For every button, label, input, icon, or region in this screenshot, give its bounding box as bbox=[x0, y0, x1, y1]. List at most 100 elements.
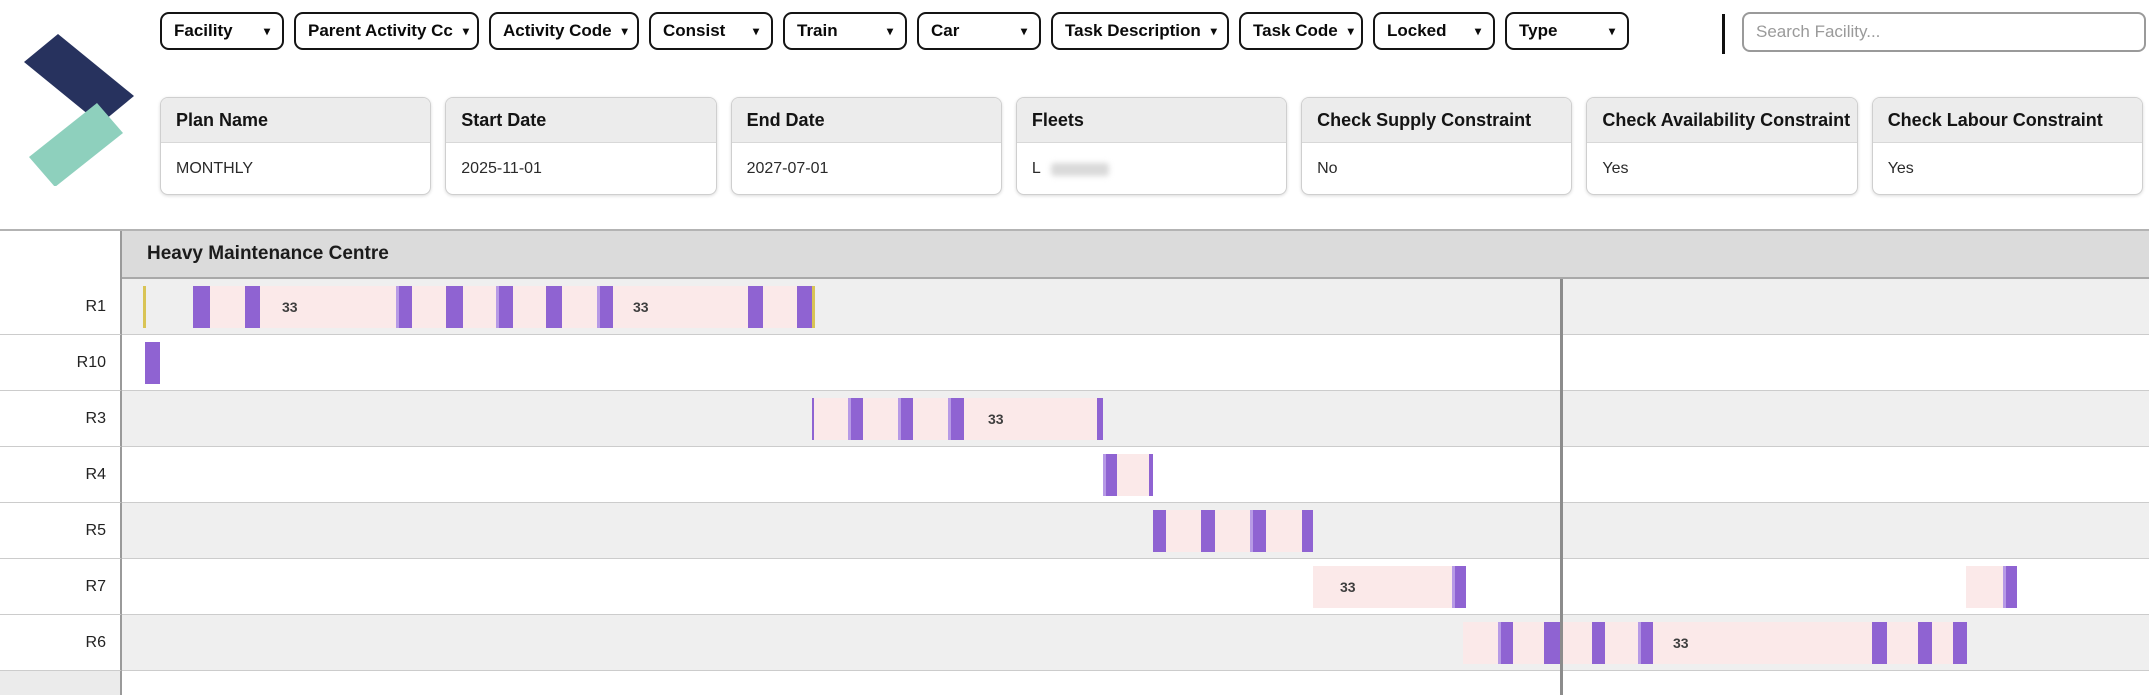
task-bar[interactable] bbox=[1250, 510, 1266, 552]
row-timeline bbox=[122, 447, 2149, 503]
filter-dropdown-label: Locked bbox=[1387, 21, 1447, 40]
task-bar[interactable] bbox=[797, 286, 812, 328]
milestone-marker bbox=[812, 286, 815, 328]
card-title: Plan Name bbox=[161, 98, 431, 143]
filter-bar: Facility ▾ Parent Activity Cc ▾ Activity Cod… bbox=[0, 12, 2149, 56]
task-bar-thin[interactable] bbox=[1097, 398, 1103, 440]
task-range-band[interactable] bbox=[1153, 510, 1313, 552]
card-title: Check Availability Constraint bbox=[1587, 98, 1857, 143]
card-check-supply-constraint: Check Supply Constraint No bbox=[1301, 97, 1573, 195]
row-timeline: 33 33 bbox=[122, 279, 2149, 335]
filter-dropdown-car[interactable]: Car ▾ bbox=[917, 12, 1041, 50]
card-end-date: End Date 2027-07-01 bbox=[730, 97, 1002, 195]
task-bar[interactable] bbox=[1918, 622, 1932, 664]
filter-dropdown-label: Type bbox=[1519, 21, 1558, 40]
card-check-labour-constraint: Check Labour Constraint Yes bbox=[1871, 97, 2143, 195]
task-bar[interactable] bbox=[1498, 622, 1513, 664]
task-count-label: 33 bbox=[633, 298, 649, 315]
gantt-row-r10: R10 bbox=[0, 335, 2149, 391]
card-value: 2025-11-01 bbox=[461, 160, 542, 177]
task-bar[interactable] bbox=[1153, 510, 1166, 552]
task-bar[interactable] bbox=[245, 286, 260, 328]
search-wrap bbox=[1742, 12, 2146, 52]
card-value: Yes bbox=[1887, 160, 1914, 177]
task-bar[interactable] bbox=[193, 286, 210, 328]
chevron-down-icon: ▾ bbox=[886, 24, 893, 38]
task-count-label: 33 bbox=[1673, 634, 1689, 651]
filter-dropdown-activity-code[interactable]: Activity Code ▾ bbox=[489, 12, 639, 50]
row-label: R5 bbox=[0, 503, 122, 559]
filter-dropdown-locked[interactable]: Locked ▾ bbox=[1373, 12, 1495, 50]
task-bar-thin[interactable] bbox=[1149, 454, 1153, 496]
chevron-down-icon: ▾ bbox=[263, 24, 270, 38]
gantt-row-r4: R4 bbox=[0, 447, 2149, 503]
filter-dropdown-label: Train bbox=[797, 21, 838, 40]
task-bar[interactable] bbox=[446, 286, 463, 328]
filter-dropdown-consist[interactable]: Consist ▾ bbox=[649, 12, 773, 50]
task-bar[interactable] bbox=[145, 342, 160, 384]
task-bar[interactable] bbox=[848, 398, 863, 440]
task-range-band[interactable] bbox=[1313, 566, 1465, 608]
gantt-row-r5: R5 bbox=[0, 503, 2149, 559]
chevron-down-icon: ▾ bbox=[462, 24, 469, 38]
task-count-label: 33 bbox=[282, 298, 298, 315]
filter-dropdown-facility[interactable]: Facility ▾ bbox=[160, 12, 284, 50]
logo-mint-shape bbox=[29, 103, 123, 186]
task-bar[interactable] bbox=[597, 286, 613, 328]
redacted-text bbox=[1050, 162, 1109, 176]
gantt-label-column-header bbox=[0, 231, 122, 279]
chevron-down-icon: ▾ bbox=[1020, 24, 1027, 38]
task-bar[interactable] bbox=[2003, 566, 2017, 608]
task-bar[interactable] bbox=[1302, 510, 1313, 552]
task-bar[interactable] bbox=[948, 398, 964, 440]
task-bar[interactable] bbox=[546, 286, 562, 328]
task-bar[interactable] bbox=[748, 286, 763, 328]
today-line bbox=[1560, 279, 1563, 695]
card-title: End Date bbox=[731, 98, 1001, 143]
chevron-down-icon: ▾ bbox=[1210, 24, 1217, 38]
row-label: R10 bbox=[0, 335, 122, 391]
gantt-partial-row bbox=[0, 671, 2149, 695]
filter-dropdown-task-description[interactable]: Task Description ▾ bbox=[1051, 12, 1229, 50]
gantt-group-title: Heavy Maintenance Centre bbox=[122, 231, 2149, 279]
filter-dropdown-label: Facility bbox=[174, 21, 233, 40]
gantt-row-r6: R6 33 bbox=[0, 615, 2149, 671]
task-bar[interactable] bbox=[898, 398, 913, 440]
chevron-down-icon: ▾ bbox=[752, 24, 759, 38]
chevron-down-icon: ▾ bbox=[621, 24, 628, 38]
task-bar[interactable] bbox=[1544, 622, 1560, 664]
filter-dropdown-type[interactable]: Type ▾ bbox=[1505, 12, 1629, 50]
task-bar[interactable] bbox=[496, 286, 513, 328]
task-count-label: 33 bbox=[1340, 578, 1356, 595]
row-label: R4 bbox=[0, 447, 122, 503]
filter-dropdown-parent-activity-cc[interactable]: Parent Activity Cc ▾ bbox=[294, 12, 479, 50]
card-plan-name: Plan Name MONTHLY bbox=[160, 97, 432, 195]
task-bar[interactable] bbox=[1953, 622, 1967, 664]
task-bar[interactable] bbox=[1103, 454, 1117, 496]
filter-dropdown-label: Consist bbox=[663, 21, 726, 40]
card-value: L bbox=[1017, 143, 1286, 194]
filter-dropdown-label: Task Description bbox=[1065, 21, 1201, 40]
task-bar[interactable] bbox=[1872, 622, 1887, 664]
task-count-label: 33 bbox=[988, 410, 1004, 427]
task-bar[interactable] bbox=[1201, 510, 1215, 552]
filter-dropdown-task-code[interactable]: Task Code ▾ bbox=[1239, 12, 1363, 50]
gantt-row-r1: R1 33 33 bbox=[0, 279, 2149, 335]
gantt-group-header: Heavy Maintenance Centre bbox=[0, 231, 2149, 279]
filter-dropdown-train[interactable]: Train ▾ bbox=[783, 12, 907, 50]
task-range-band[interactable] bbox=[1463, 622, 1967, 664]
chevron-down-icon: ▾ bbox=[1474, 24, 1481, 38]
task-bar[interactable] bbox=[396, 286, 412, 328]
chevron-down-icon: ▾ bbox=[1608, 24, 1615, 38]
task-bar[interactable] bbox=[1452, 566, 1466, 608]
milestone-marker bbox=[143, 286, 146, 328]
row-label: R6 bbox=[0, 615, 122, 671]
card-title: Check Labour Constraint bbox=[1872, 98, 2142, 143]
search-facility-input[interactable] bbox=[1742, 12, 2146, 52]
task-bar[interactable] bbox=[1592, 622, 1605, 664]
task-bar[interactable] bbox=[1638, 622, 1653, 664]
filter-dropdown-group: Facility ▾ Parent Activity Cc ▾ Activity Cod… bbox=[160, 12, 1629, 50]
card-value: MONTHLY bbox=[176, 160, 254, 177]
gantt-partial-row-chart bbox=[122, 671, 2149, 695]
card-check-availability-constraint: Check Availability Constraint Yes bbox=[1586, 97, 1858, 195]
